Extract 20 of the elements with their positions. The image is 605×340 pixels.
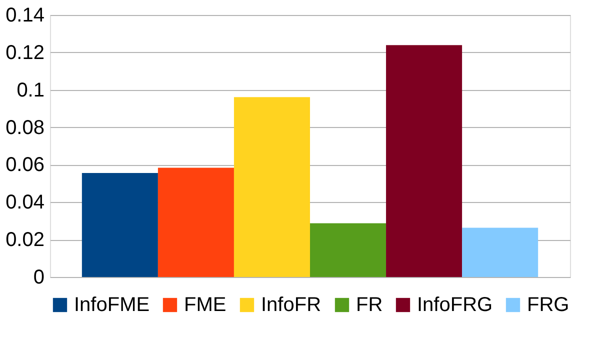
legend-label: InfoFME: [74, 294, 150, 316]
bar: [82, 172, 158, 277]
y-tick-label: 0.06: [6, 154, 44, 176]
bar: [462, 228, 538, 277]
y-tick-label: 0.1: [16, 79, 44, 102]
y-tick-label: 0.12: [6, 42, 44, 64]
legend-label: FRG: [527, 294, 570, 316]
legend-label: InfoFRG: [417, 294, 493, 316]
y-tick-label: 0: [33, 266, 44, 288]
legend-label: InfoFR: [261, 294, 322, 316]
legend-label: FME: [184, 294, 226, 316]
legend-label: FR: [356, 294, 383, 316]
bar: [386, 45, 462, 277]
bar: [158, 168, 234, 277]
y-tick-label: 0.04: [6, 192, 44, 214]
y-tick-label: 0.02: [6, 229, 44, 252]
y-tick-label: 0.08: [6, 116, 44, 139]
bar: [310, 223, 386, 277]
bar: [234, 97, 310, 277]
y-tick-label: 0.14: [6, 4, 44, 26]
